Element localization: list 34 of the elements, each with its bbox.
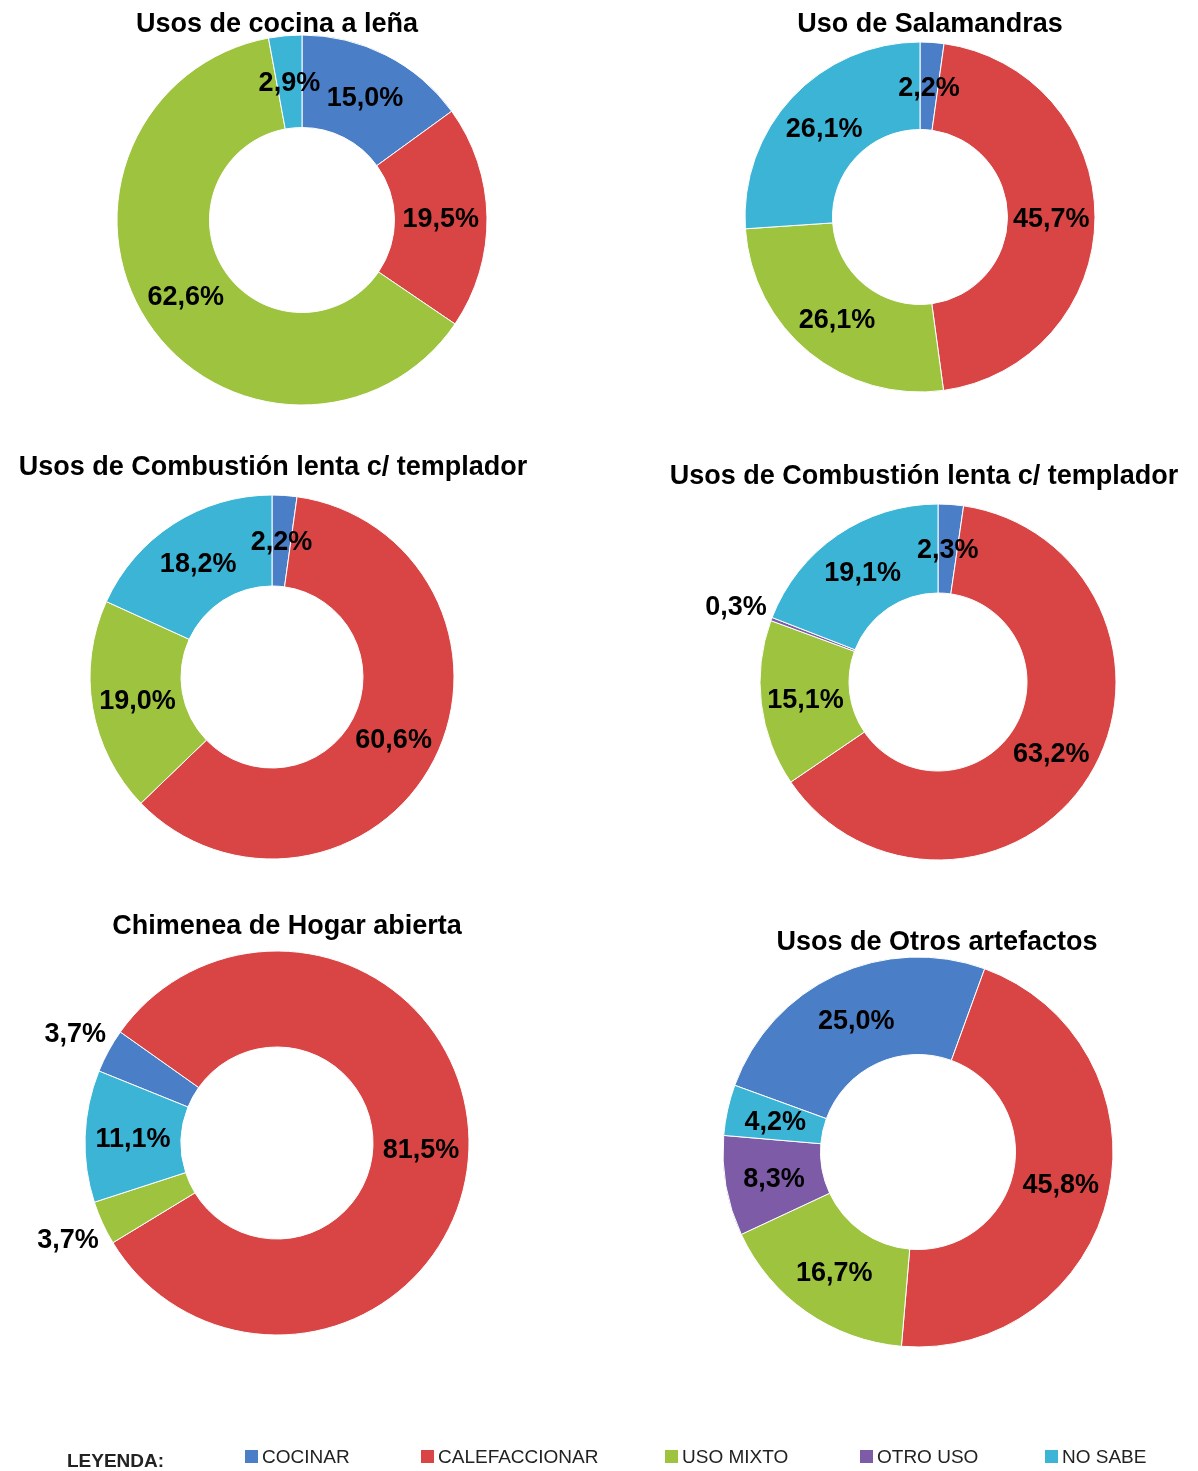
legend-label: USO MIXTO — [682, 1446, 789, 1467]
chart-title: Usos de Combustión lenta c/ templador — [669, 460, 1179, 490]
data-label: 8,3% — [743, 1163, 805, 1193]
data-label: 81,5% — [382, 1133, 460, 1164]
data-label: 19,1% — [824, 557, 901, 588]
data-label: 63,2% — [1012, 738, 1090, 769]
data-label: 16,7% — [795, 1257, 873, 1288]
data-label: 19,5% — [402, 203, 480, 234]
data-label: 45,7% — [1012, 202, 1090, 233]
data-label: 60,6% — [355, 724, 432, 755]
chart-title: Usos de cocina a leña — [135, 8, 420, 38]
data-label: 3,7% — [37, 1224, 99, 1255]
data-label: 26,1% — [798, 304, 876, 335]
data-label: 3,7% — [44, 1018, 106, 1049]
data-label: 15,1% — [767, 683, 844, 714]
legend-label: OTRO USO — [877, 1446, 979, 1467]
legend-label: COCINAR — [262, 1446, 350, 1467]
data-label: 19,0% — [99, 685, 176, 716]
chart-title: Usos de Combustión lenta c/ templador — [18, 451, 528, 481]
legend-label: NO SABE — [1062, 1446, 1147, 1467]
legend-label: CALEFACCIONAR — [438, 1446, 599, 1467]
data-label: 25,0% — [817, 1004, 895, 1035]
data-label: 45,8% — [1022, 1168, 1100, 1199]
chart-title: Uso de Salamandras — [797, 8, 1063, 38]
data-label: 4,2% — [744, 1105, 806, 1136]
data-label: 18,2% — [159, 547, 237, 578]
chart-title: Usos de Otros artefactos — [776, 926, 1098, 956]
chart-title: Chimenea de Hogar abierta — [112, 910, 463, 940]
data-label: 11,1% — [95, 1123, 171, 1154]
data-label: 0,3% — [705, 591, 767, 622]
legend-title: LEYENDA: — [67, 1450, 165, 1471]
data-label: 62,6% — [147, 281, 225, 312]
data-label: 26,1% — [785, 112, 863, 143]
data-label: 15,0% — [326, 81, 404, 112]
